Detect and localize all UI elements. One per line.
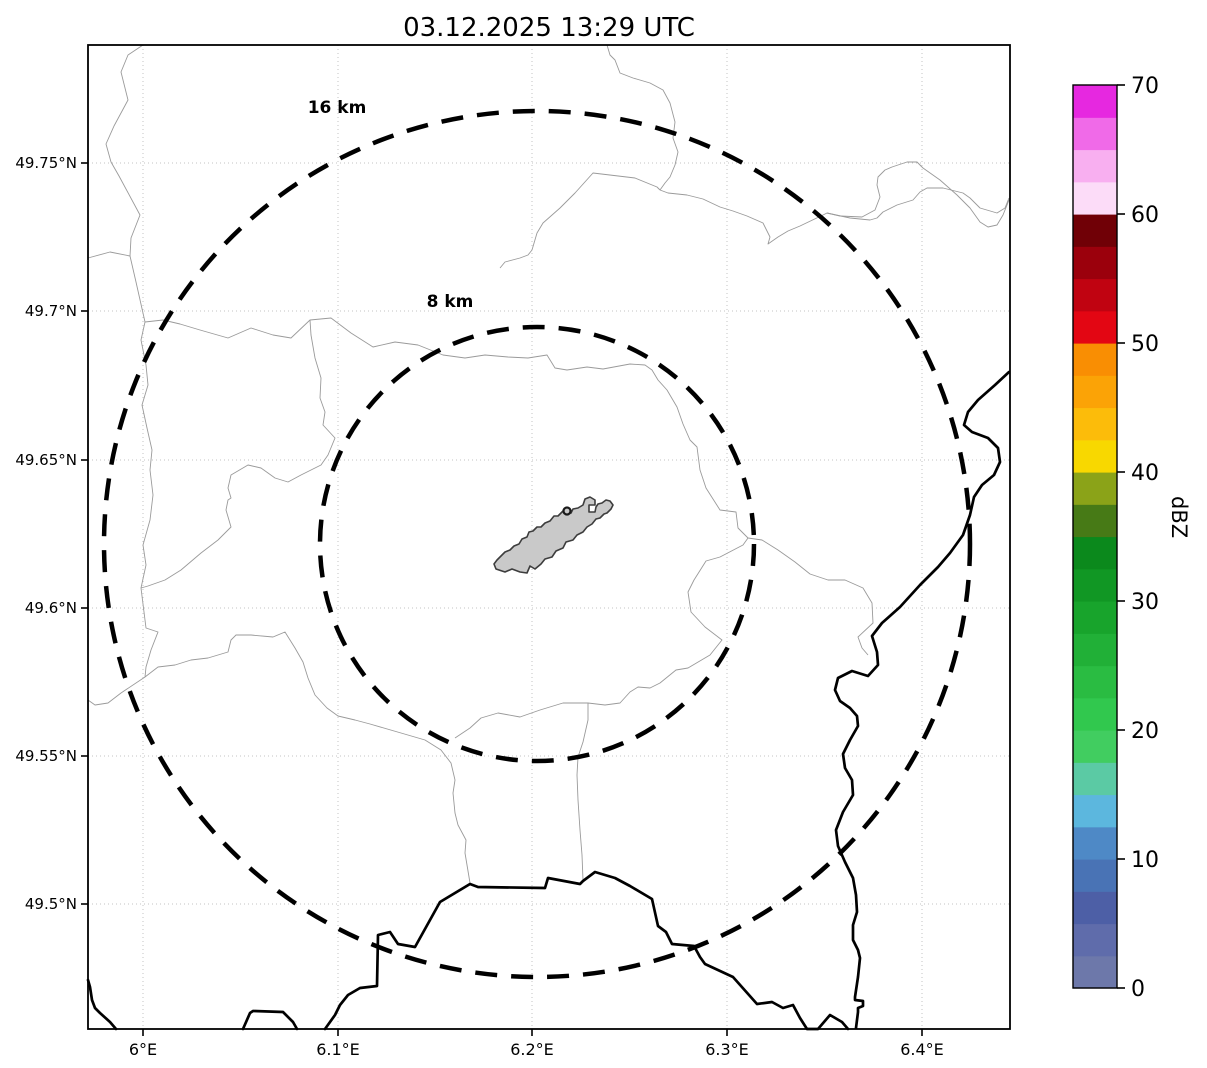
admin-boundary: [140, 319, 336, 589]
colorbar-tick-label: 20: [1131, 719, 1159, 744]
colorbar-segment: [1073, 633, 1117, 667]
admin-boundary: [826, 161, 1010, 228]
colorbar-tick-label: 0: [1131, 977, 1145, 1002]
colorbar-segment: [1073, 181, 1117, 215]
colorbar-segment: [1073, 730, 1117, 763]
colorbar-segment: [1073, 504, 1117, 538]
colorbar-segment: [1073, 665, 1117, 699]
colorbar-tick-label: 30: [1131, 590, 1159, 615]
border-or-river: [833, 370, 1011, 1030]
colorbar-segment: [1073, 891, 1117, 925]
range-ring-label: 8 km: [427, 292, 474, 312]
y-tick-label: 49.5°N: [25, 895, 77, 913]
colorbar-tick-label: 10: [1131, 848, 1159, 873]
colorbar-segment: [1073, 955, 1117, 989]
range-ring-circle: [317, 324, 757, 764]
colorbar-tick-label: 40: [1131, 461, 1159, 486]
colorbar-axis-label: dBZ: [1167, 496, 1191, 538]
y-tick-label: 49.6°N: [25, 599, 77, 617]
colorbar-segment: [1073, 149, 1117, 183]
colorbar-segment: [1073, 407, 1117, 441]
range-ring-circle: [101, 108, 973, 980]
chart-title: 03.12.2025 13:29 UTC: [403, 13, 695, 43]
x-tick-label: 6.1°E: [316, 1040, 360, 1059]
x-tick-label: 6.3°E: [705, 1040, 749, 1059]
colorbar-segment: [1073, 439, 1117, 473]
admin-boundary-lines: [87, 44, 1010, 884]
admin-boundary: [659, 187, 1010, 245]
airport-area-polygon: [493, 496, 614, 574]
colorbar-segment: [1073, 826, 1117, 860]
colorbar: 0 10 20 30 40 50 60 70: [1072, 74, 1159, 1002]
admin-boundary: [606, 44, 679, 191]
y-tick-label: 49.65°N: [15, 451, 77, 469]
colorbar-segment: [1073, 472, 1117, 505]
colorbar-tick-label: 60: [1131, 203, 1159, 228]
colorbar-segment: [1073, 343, 1117, 376]
colorbar-tick-label: 50: [1131, 332, 1159, 357]
admin-boundary: [499, 172, 661, 269]
range-ring-label: 16 km: [308, 98, 367, 118]
admin-boundary: [87, 251, 131, 259]
colorbar-segment: [1073, 278, 1117, 312]
colorbar-segment: [1073, 859, 1117, 892]
admin-boundary: [144, 317, 749, 539]
colorbar-tick-label: 70: [1131, 74, 1159, 99]
colorbar-segment: [1073, 601, 1117, 634]
range-rings: 8 km 16 km: [101, 98, 973, 980]
border-or-river: [86, 978, 118, 1031]
colorbar-segment: [1073, 568, 1117, 602]
radar-site-marker: [562, 506, 572, 516]
y-tick-label: 49.55°N: [15, 747, 77, 765]
x-tick-label: 6°E: [129, 1040, 157, 1059]
colorbar-segment: [1073, 762, 1117, 796]
colorbar-segment: [1073, 697, 1117, 731]
colorbar-outline: [1072, 84, 1118, 989]
airport-outline: [493, 496, 614, 574]
colorbar-segment: [1073, 85, 1117, 118]
x-tick-label: 6.2°E: [510, 1040, 554, 1059]
admin-boundary: [87, 44, 159, 706]
colorbar-segment: [1073, 536, 1117, 570]
admin-boundary: [747, 537, 874, 656]
x-tick-label: 6.4°E: [900, 1040, 944, 1059]
plot-frame: [87, 44, 1011, 1030]
admin-boundary: [144, 631, 471, 884]
border-or-river: [241, 1009, 299, 1031]
colorbar-segment: [1073, 310, 1117, 344]
border-or-river: [323, 870, 850, 1031]
border-river-lines: [86, 370, 1011, 1031]
colorbar-segment: [1073, 117, 1117, 151]
admin-boundary: [454, 702, 588, 739]
y-tick-label: 49.7°N: [25, 302, 77, 320]
colorbar-segment: [1073, 794, 1117, 828]
admin-boundary: [576, 537, 749, 881]
colorbar-segment: [1073, 923, 1117, 957]
colorbar-segment: [1073, 375, 1117, 409]
colorbar-segment: [1073, 246, 1117, 280]
y-tick-label: 49.75°N: [15, 154, 77, 172]
colorbar-segment: [1073, 214, 1117, 247]
axes-frame: [87, 44, 1011, 1030]
axis-ticks-and-labels: 6°E 6.1°E 6.2°E 6.3°E 6.4°E 49.75°N 49.7°N 49.6…: [15, 154, 943, 1059]
